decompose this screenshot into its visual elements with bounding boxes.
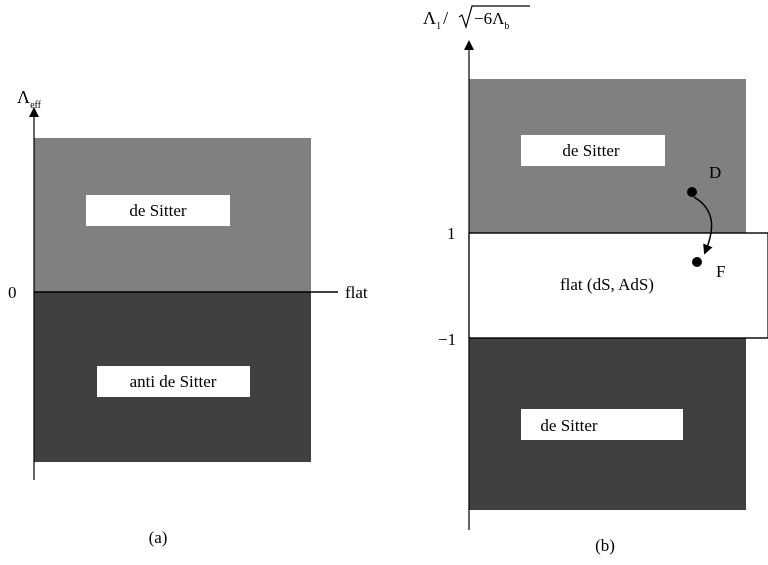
- panel-b-axis-label-sqrt-body: −6Λ: [474, 9, 505, 28]
- panel-b-point-d-label: D: [709, 163, 721, 182]
- panel-b-caption: (b): [595, 536, 615, 555]
- panel-b-tick-minus-one: −1: [438, 330, 456, 349]
- panel-b-axis-label-slash: /: [443, 8, 448, 28]
- panel-b-transition-arrow: [693, 196, 713, 255]
- panel-b-axis-label: Λ1/ −6Λb: [423, 5, 530, 32]
- panel-a-tick-zero: 0: [8, 283, 17, 302]
- panel-a-caption: (a): [149, 528, 168, 547]
- panel-b-middle-region-label: flat (dS, AdS): [560, 275, 654, 294]
- panel-b-axis-label-main: Λ: [423, 8, 436, 28]
- panel-b-point-f: [692, 257, 702, 267]
- panel-a-axis-label-main: Λ: [17, 87, 30, 107]
- panel-a-axis-label-sub: eff: [30, 100, 42, 111]
- panel-b-point-f-label: F: [716, 262, 725, 281]
- panel-a-flat-label: flat: [345, 283, 368, 302]
- panel-b-sqrt-sign: [458, 5, 530, 30]
- panel-a: flat Λeff 0 de Sitter anti de Sitter (a): [8, 87, 368, 547]
- svg-text:−6Λb: −6Λb: [474, 9, 509, 32]
- panel-b-upper-label-box: [521, 135, 665, 166]
- panel-b-point-d: [687, 187, 697, 197]
- panel-a-upper-region-label: de Sitter: [129, 201, 186, 220]
- panel-b: Λ1/ −6Λb 1 −1 de Sitter flat (dS, AdS) d…: [423, 5, 768, 555]
- panel-b-axis-label-sub2: b: [504, 21, 509, 32]
- panel-b-tick-one: 1: [447, 224, 456, 243]
- panel-b-lower-region-label: de Sitter: [540, 416, 597, 435]
- panel-b-upper-region-label: de Sitter: [562, 141, 619, 160]
- panel-a-axis-label: Λeff: [17, 87, 42, 111]
- panel-b-lower-label-box: [521, 409, 683, 440]
- svg-text:Λ1/: Λ1/: [423, 8, 448, 32]
- panel-a-lower-label-box: [97, 366, 250, 397]
- panel-a-lower-region-label: anti de Sitter: [130, 372, 217, 391]
- panel-a-upper-label-box: [86, 195, 230, 226]
- panel-b-axis-label-sub1: 1: [436, 21, 441, 32]
